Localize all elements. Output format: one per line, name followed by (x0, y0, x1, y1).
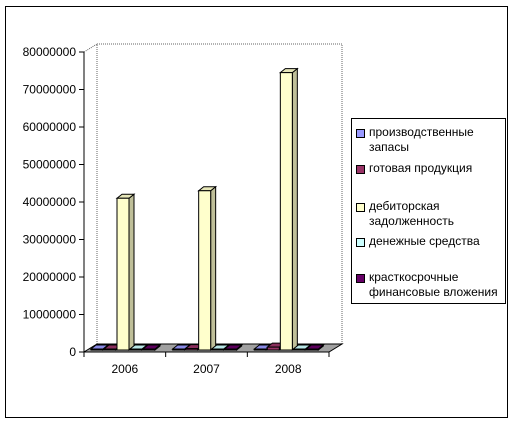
bar (223, 343, 244, 352)
legend-swatch-0 (356, 129, 365, 138)
bar (304, 343, 325, 352)
x-tick-label: 2007 (193, 362, 220, 376)
legend-swatch-4 (356, 274, 365, 283)
bar-front (103, 348, 117, 351)
bar-front (224, 348, 238, 351)
y-axis: 0 10000000 20000000 30000000 40000000 5000000… (23, 45, 85, 359)
legend-label: готовая продукция (369, 161, 473, 175)
bar-front (90, 348, 104, 351)
y-tick-label: 80000000 (23, 45, 77, 59)
back-wall (96, 43, 343, 345)
bar-front (142, 348, 156, 351)
bar-side (210, 185, 217, 352)
bar-front (292, 348, 306, 351)
bar-front (253, 348, 267, 351)
y-tick-label: 10000000 (23, 308, 77, 322)
x-tick-label: 2006 (111, 362, 138, 376)
bar-side (128, 193, 135, 352)
side-wall-edge (83, 43, 98, 53)
legend-swatch-3 (356, 238, 365, 247)
bar-side (291, 67, 298, 352)
bar-front (266, 346, 280, 351)
bar-front (172, 348, 186, 351)
legend-label: производственные запасы (369, 125, 474, 154)
bar (115, 193, 136, 352)
legend-swatch-2 (356, 203, 365, 212)
y-tick-label: 40000000 (23, 195, 77, 209)
bar-front (279, 72, 293, 351)
y-tick-label: 30000000 (23, 233, 77, 247)
bar-front (116, 197, 130, 351)
y-tick-label: 60000000 (23, 120, 77, 134)
x-tick-label: 2008 (275, 362, 302, 376)
y-tick-label: 70000000 (23, 83, 77, 97)
bar-front (185, 348, 199, 351)
x-axis: 2006 2007 2008 (83, 351, 330, 376)
bar-front (211, 348, 225, 351)
legend-swatch-1 (356, 165, 365, 174)
bar-front (198, 190, 212, 351)
chart-legend: производственные запасы готовая продукци… (351, 118, 506, 304)
legend-label: красткосрочные финансовые вложения (369, 270, 498, 299)
bar-front (305, 348, 319, 351)
bar (278, 67, 299, 352)
y-tick-label: 50000000 (23, 158, 77, 172)
bar-series (89, 67, 325, 352)
legend-label: дебиторская задолженность (369, 199, 454, 228)
bar (197, 185, 218, 352)
bar (141, 343, 162, 352)
bar-front (129, 348, 143, 351)
legend-label: денежные средства (369, 234, 480, 248)
y-tick-label: 0 (69, 345, 76, 359)
y-tick-label: 20000000 (23, 270, 77, 284)
